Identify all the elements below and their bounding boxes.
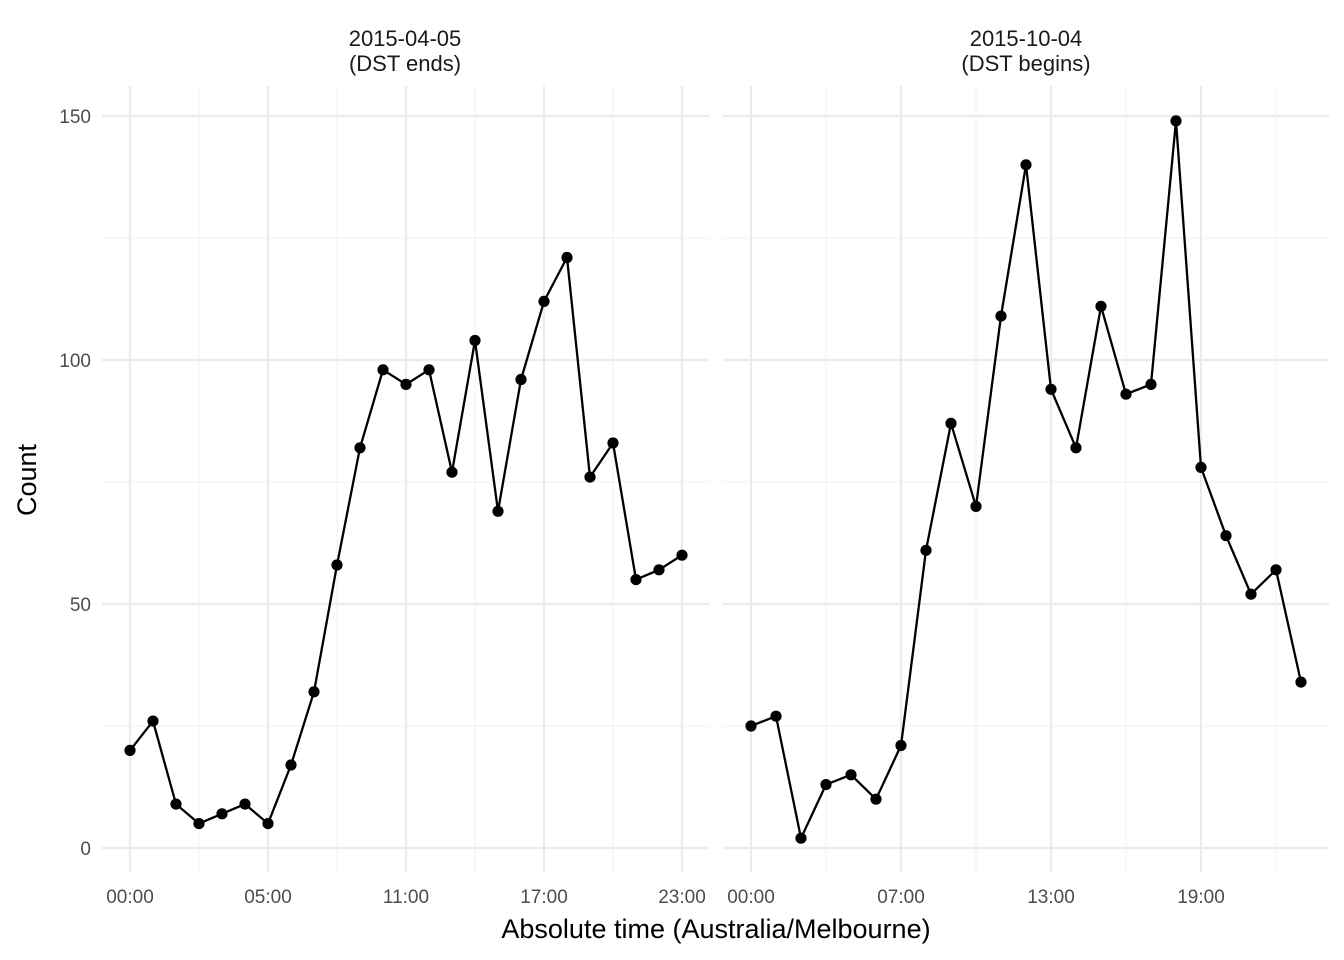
data-point [239,798,251,810]
data-point [845,769,857,781]
x-tick-label: 19:00 [1177,887,1225,908]
data-point [607,437,619,449]
data-point [1145,378,1157,390]
data-point [1220,530,1232,542]
data-point [653,564,665,576]
data-point [1170,115,1182,127]
data-point [124,744,136,757]
data-point [870,793,882,805]
panel-2-title: 2015-10-04 [970,26,1083,51]
data-point [770,710,782,722]
x-tick-label: 17:00 [520,887,568,908]
x-tick-label: 23:00 [658,887,706,908]
data-point [492,505,504,517]
panel-dst-begins: 00:00 07:00 13:00 19:00 2015-10-04 (DST beg… [723,26,1329,908]
y-tick-label: 100 [59,351,91,372]
data-point [745,720,757,732]
panel-dst-ends: 00:00 05:00 11:00 17:00 23:00 0 50 100 150 2015-… [59,26,709,908]
data-point [538,295,550,307]
panel-2-marks [745,115,1307,844]
data-point [262,818,274,830]
y-tick-label: 150 [59,107,91,128]
y-tick-label: 50 [70,595,91,616]
data-point [216,808,228,820]
x-tick-label: 13:00 [1027,887,1075,908]
data-point [1070,442,1082,454]
panel-1-ticks: 00:00 05:00 11:00 17:00 23:00 0 50 100 150 [59,107,705,908]
data-point [1095,300,1107,312]
panel-2-grid [723,86,1329,872]
y-tick-label: 0 [80,839,91,860]
data-point [354,442,366,454]
data-point [1195,461,1207,473]
data-point [1295,676,1307,688]
data-point [147,715,159,727]
panel-1-grid [102,86,709,872]
data-point [1020,159,1032,171]
data-point [515,373,527,386]
data-point [1045,383,1057,395]
panel-2-ticks: 00:00 07:00 13:00 19:00 [727,887,1225,908]
data-point [970,500,982,512]
data-point [193,818,205,830]
data-point [1120,388,1132,400]
data-point [377,364,389,376]
data-point [920,544,932,556]
data-point [561,251,573,264]
data-point [945,417,957,429]
data-point [446,466,458,478]
data-point [1245,588,1257,600]
series-line [750,119,1303,840]
data-point [995,310,1007,322]
panel-2-subtitle: (DST begins) [961,51,1090,76]
panel-1-subtitle: (DST ends) [349,51,461,76]
x-tick-label: 07:00 [877,887,925,908]
data-point [584,471,596,483]
data-point [308,686,320,698]
data-point [795,832,807,844]
panel-1-marks [124,251,688,830]
panel-1-title: 2015-04-05 [349,26,462,51]
data-point [400,378,412,390]
x-tick-label: 05:00 [244,887,292,908]
x-tick-label: 00:00 [106,887,154,908]
data-point [1270,564,1282,576]
data-point [676,549,688,561]
data-point [170,798,182,810]
data-point [820,779,832,791]
y-axis-title: Count [12,443,42,516]
data-point [423,364,435,376]
x-tick-label: 11:00 [383,887,429,908]
x-axis-title: Absolute time (Australia/Melbourne) [501,914,930,944]
data-point [285,759,297,771]
data-point [331,559,343,571]
data-point [469,334,481,347]
x-tick-label: 00:00 [727,887,775,908]
data-point [630,574,642,586]
data-point [895,739,907,752]
